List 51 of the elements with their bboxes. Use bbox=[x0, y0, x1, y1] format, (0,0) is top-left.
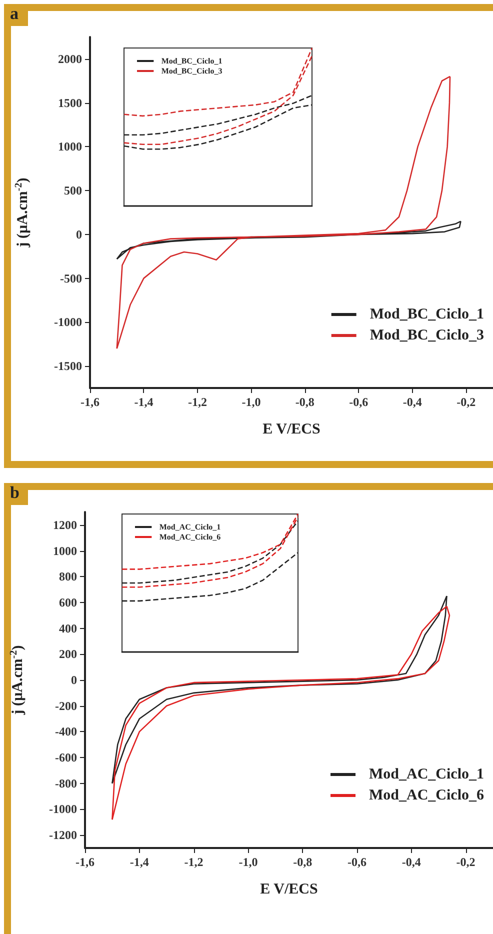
x-tick-label: -0,6 bbox=[349, 395, 368, 409]
chart-title: a bbox=[4, 4, 28, 26]
y-tick-label: 800 bbox=[59, 570, 77, 584]
x-tick-label: -0,4 bbox=[402, 855, 421, 869]
x-axis-title: E V/ECS bbox=[262, 422, 320, 438]
y-tick-label: 1000 bbox=[53, 544, 77, 558]
y-tick-label: -1500 bbox=[54, 359, 82, 374]
legend-label: Mod_AC_Ciclo_1 bbox=[369, 766, 484, 782]
legend-label: Mod_AC_Ciclo_1 bbox=[159, 522, 221, 532]
y-tick-label: 0 bbox=[71, 673, 77, 687]
x-tick-label: -0,6 bbox=[348, 855, 366, 869]
y-tick-label: -1000 bbox=[54, 315, 82, 330]
x-tick-label: -0,2 bbox=[456, 395, 476, 409]
chart-title: b bbox=[4, 483, 28, 505]
y-tick-label: 600 bbox=[59, 595, 77, 610]
x-tick-label: -1,4 bbox=[130, 855, 149, 869]
y-tick-label: 2000 bbox=[58, 52, 82, 66]
y-tick-label: 400 bbox=[59, 621, 77, 636]
x-tick-label: -0,8 bbox=[295, 395, 314, 409]
y-tick-label: 500 bbox=[64, 184, 82, 198]
legend-label: Mod_AC_Ciclo_6 bbox=[159, 532, 221, 542]
y-tick-label: -1200 bbox=[49, 828, 77, 842]
legend-label: Mod_BC_Ciclo_1 bbox=[370, 306, 484, 322]
x-tick-label: -0,4 bbox=[402, 395, 422, 409]
y-axis-title: j (µA.cm-2) bbox=[14, 178, 31, 248]
y-tick-label: 1500 bbox=[58, 96, 82, 110]
x-tick-label: -1,0 bbox=[242, 395, 261, 409]
x-tick-label: -1,2 bbox=[184, 855, 204, 869]
y-tick-label: -400 bbox=[55, 724, 77, 739]
y-tick-label: 1000 bbox=[58, 140, 82, 154]
legend-label: Mod_BC_Ciclo_3 bbox=[161, 66, 222, 76]
x-tick-label: -1,6 bbox=[80, 395, 100, 409]
y-tick-label: 200 bbox=[59, 647, 77, 662]
x-tick-label: -0,2 bbox=[456, 855, 476, 869]
x-tick-label: -1,4 bbox=[134, 395, 154, 409]
y-tick-label: -600 bbox=[55, 750, 77, 765]
y-tick-label: -800 bbox=[55, 776, 77, 790]
x-tick-label: -1,2 bbox=[188, 395, 207, 409]
y-tick-label: -1000 bbox=[49, 802, 77, 816]
legend-label: Mod_BC_Ciclo_1 bbox=[161, 56, 222, 66]
x-axis-title: E V/ECS bbox=[260, 882, 318, 898]
y-tick-label: -200 bbox=[55, 698, 77, 713]
y-tick-label: -500 bbox=[60, 271, 82, 286]
x-tick-label: -0,8 bbox=[293, 855, 312, 869]
x-tick-label: -1,6 bbox=[76, 855, 94, 869]
y-axis-title: j (µA.cm-2) bbox=[8, 645, 26, 716]
legend-label: Mod_AC_Ciclo_6 bbox=[369, 788, 484, 804]
y-tick-label: 1200 bbox=[53, 518, 77, 532]
legend-label: Mod_BC_Ciclo_3 bbox=[370, 328, 484, 344]
y-tick-label: 0 bbox=[76, 227, 82, 242]
x-tick-label: -1,0 bbox=[238, 855, 258, 869]
